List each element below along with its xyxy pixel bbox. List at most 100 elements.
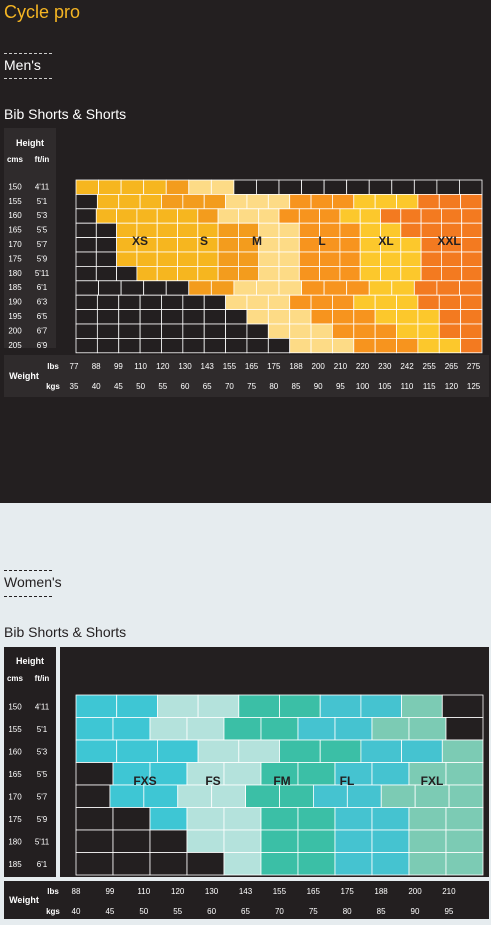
- size-cell: [346, 784, 382, 808]
- weight-kgs-tick: 85: [292, 382, 301, 391]
- height-unit-ftin: ft/in: [35, 674, 50, 683]
- weight-kgs-tick: 75: [309, 907, 318, 916]
- weight-lbs-tick: 88: [72, 887, 81, 896]
- size-cell: [149, 852, 188, 876]
- size-label-fm: FM: [273, 774, 290, 788]
- height-cm-label: 190: [8, 298, 22, 307]
- size-cell: [112, 852, 151, 876]
- size-label-m: M: [252, 234, 262, 248]
- weight-lbs-tick: 210: [442, 887, 456, 896]
- height-ft-label: 4'11: [35, 703, 50, 712]
- weight-kgs-tick: 105: [378, 382, 392, 391]
- size-cell: [186, 829, 225, 853]
- height-unit-cms: cms: [7, 155, 24, 164]
- size-cell: [334, 717, 373, 741]
- height-cm-label: 205: [8, 341, 22, 350]
- size-cell: [75, 852, 114, 876]
- size-cell: [186, 717, 225, 741]
- weight-lbs-tick: 99: [105, 887, 114, 896]
- height-ft-label: 5'1: [37, 197, 48, 206]
- size-cell: [297, 807, 336, 831]
- height-ft-label: 4'11: [35, 182, 50, 191]
- weight-lbs-tick: 175: [267, 362, 281, 371]
- size-label-fl: FL: [340, 774, 355, 788]
- weight-lbs-tick: 120: [156, 362, 170, 371]
- size-cell: [223, 852, 262, 876]
- size-cell: [75, 762, 114, 786]
- size-cell: [260, 807, 299, 831]
- height-ft-label: 5'5: [37, 770, 48, 779]
- size-cell: [414, 784, 450, 808]
- weight-label: Weight: [9, 895, 39, 905]
- weight-lbs-tick: 265: [445, 362, 459, 371]
- size-cell: [371, 829, 410, 853]
- height-ft-label: 5'5: [37, 226, 48, 235]
- size-label-l: L: [318, 234, 325, 248]
- height-ft-label: 6'9: [37, 341, 48, 350]
- size-cell: [371, 762, 410, 786]
- size-cell: [238, 694, 280, 718]
- height-cm-label: 185: [8, 860, 22, 869]
- size-cell: [319, 739, 362, 763]
- weight-lbs-tick: 200: [312, 362, 326, 371]
- size-cell: [441, 739, 484, 763]
- size-cell: [223, 762, 262, 786]
- size-label-fxl: FXL: [421, 774, 444, 788]
- size-cell: [448, 784, 484, 808]
- size-cell: [445, 852, 484, 876]
- size-cell: [334, 852, 373, 876]
- weight-panel: [4, 355, 489, 397]
- weight-lbs-tick: 143: [239, 887, 253, 896]
- weight-lbs-tick: 188: [374, 887, 388, 896]
- height-ft-label: 5'7: [37, 793, 48, 802]
- weight-kgs-tick: 110: [401, 382, 414, 391]
- weight-kgs-tick: 80: [343, 907, 352, 916]
- brand-title: Cycle pro: [4, 2, 81, 22]
- weight-lbs-tick: 130: [178, 362, 192, 371]
- weight-kgs-tick: 60: [207, 907, 216, 916]
- weight-unit-kgs: kgs: [46, 907, 60, 916]
- size-cell: [186, 807, 225, 831]
- size-cell: [223, 717, 262, 741]
- weight-kgs-tick: 35: [70, 382, 79, 391]
- weight-lbs-tick: 165: [307, 887, 321, 896]
- size-cell: [371, 717, 410, 741]
- height-ft-label: 5'11: [35, 269, 50, 278]
- height-ft-label: 6'3: [37, 298, 48, 307]
- size-label-xl: XL: [378, 234, 393, 248]
- height-cm-label: 175: [8, 254, 22, 263]
- size-cell: [143, 784, 179, 808]
- size-label-xs: XS: [132, 234, 148, 248]
- size-cell: [116, 739, 158, 763]
- weight-kgs-tick: 80: [269, 382, 278, 391]
- height-ft-label: 6'5: [37, 312, 48, 321]
- size-cell: [445, 807, 484, 831]
- height-cm-label: 195: [8, 312, 22, 321]
- womens-chart-title: Bib Shorts & Shorts: [4, 624, 127, 640]
- weight-kgs-tick: 50: [136, 382, 145, 391]
- size-cell: [445, 762, 484, 786]
- size-cell: [279, 739, 321, 763]
- height-cm-label: 155: [8, 197, 22, 206]
- height-cm-label: 150: [8, 703, 22, 712]
- weight-unit-lbs: lbs: [47, 362, 59, 371]
- mens-bottom-divider: [4, 78, 52, 79]
- size-cell: [408, 807, 447, 831]
- height-ft-label: 6'1: [37, 860, 48, 869]
- weight-lbs-tick: 242: [400, 362, 414, 371]
- size-cell: [223, 807, 262, 831]
- size-cell: [75, 784, 111, 808]
- weight-kgs-tick: 55: [173, 907, 182, 916]
- height-column-panel: [4, 647, 56, 877]
- weight-kgs-tick: 50: [139, 907, 148, 916]
- size-cell: [334, 807, 373, 831]
- womens-bottom-divider: [4, 596, 52, 597]
- weight-lbs-tick: 230: [378, 362, 392, 371]
- weight-lbs-tick: 110: [137, 887, 150, 896]
- weight-kgs-tick: 90: [314, 382, 323, 391]
- size-cell: [297, 717, 336, 741]
- weight-kgs-tick: 120: [445, 382, 459, 391]
- size-cell: [75, 739, 118, 763]
